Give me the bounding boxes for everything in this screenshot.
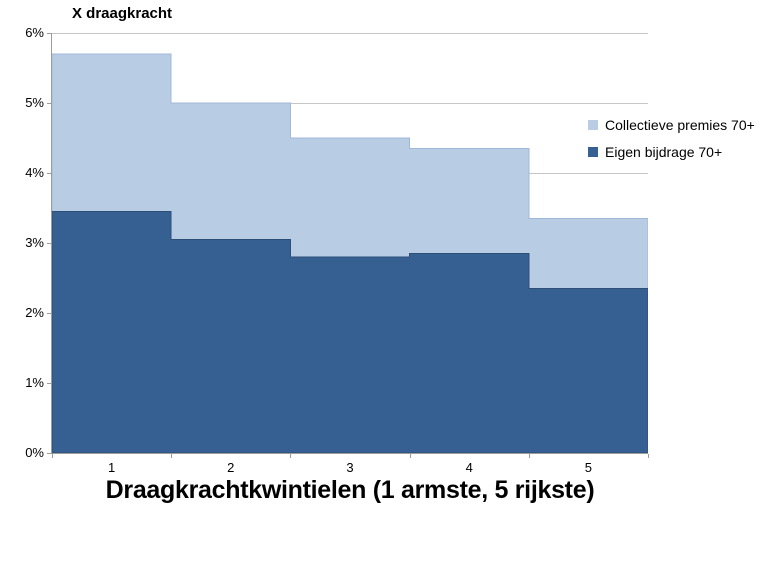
- y-tick-mark: [47, 383, 51, 384]
- x-tick-mark: [410, 454, 411, 458]
- plot-area: [52, 33, 648, 454]
- y-tick-label: 5%: [25, 95, 44, 110]
- x-tick-label: 1: [107, 460, 116, 475]
- y-tick-mark: [47, 33, 51, 34]
- y-tick-label: 3%: [25, 235, 44, 250]
- y-tick-label: 6%: [25, 25, 44, 40]
- x-tick-label: 4: [465, 460, 473, 475]
- x-tick-mark: [171, 454, 172, 458]
- x-axis-title: Draagkrachtkwintielen (1 armste, 5 rijks…: [105, 476, 595, 504]
- y-tick-mark: [47, 103, 51, 104]
- x-axis-line: [51, 453, 648, 454]
- legend-item-collectieve-premies: Collectieve premies 70+: [586, 111, 766, 138]
- x-tick-mark: [529, 454, 530, 458]
- y-axis-line: [51, 33, 52, 454]
- series-area-eigen-bijdrage: [52, 211, 648, 454]
- x-tick-label: 2: [227, 460, 235, 475]
- x-tick-mark: [648, 454, 649, 458]
- x-tick-label: 3: [346, 460, 354, 475]
- legend-swatch-dark-icon: [588, 146, 598, 157]
- x-tick-mark: [52, 454, 53, 458]
- chart-title: X draagkracht: [72, 5, 173, 22]
- legend-item-eigen-bijdrage: Eigen bijdrage 70+: [586, 138, 766, 165]
- y-tick-mark: [47, 453, 51, 454]
- y-tick-mark: [47, 313, 51, 314]
- y-tick-label: 2%: [25, 305, 44, 320]
- x-tick-mark: [290, 454, 291, 458]
- y-tick-label: 1%: [25, 375, 44, 390]
- legend-label: Eigen bijdrage 70+: [605, 143, 723, 160]
- y-tick-mark: [47, 173, 51, 174]
- y-tick-mark: [47, 243, 51, 244]
- legend: Collectieve premies 70+ Eigen bijdrage 7…: [586, 110, 766, 166]
- y-tick-label: 4%: [25, 165, 44, 180]
- x-tick-label: 5: [584, 460, 592, 475]
- y-tick-label: 0%: [25, 445, 44, 460]
- legend-label: Collectieve premies 70+: [605, 116, 755, 133]
- legend-swatch-light-icon: [588, 119, 598, 130]
